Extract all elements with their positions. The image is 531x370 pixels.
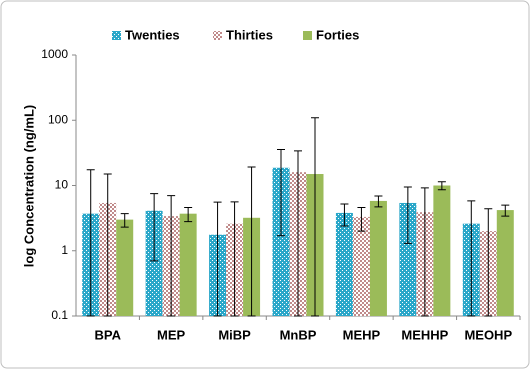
error-bar [420,187,429,317]
y-tick-label: 100 [48,112,68,126]
legend-label: Thirties [226,27,273,42]
error-bar [437,181,446,191]
error-bar [311,117,319,317]
error-bar [247,166,256,317]
y-tick-label: 0.1 [51,308,68,322]
bar [335,212,353,316]
legend-swatch [112,31,121,40]
x-tick-label: MnBP [280,327,317,342]
error-bar [103,173,112,317]
bar [352,216,370,316]
error-bar [484,208,493,317]
bar [399,202,417,316]
bar [179,213,197,316]
error-bar [213,201,222,317]
error-bar [230,201,239,317]
error-bar [467,200,476,317]
x-tick-label: BPA [94,327,121,342]
legend-label: Twenties [125,27,180,42]
y-tick-label: 1 [61,243,68,257]
legend-swatch [213,31,222,40]
bar [433,185,451,316]
error-bar [150,193,159,262]
x-tick-label: MEOHP [464,327,512,342]
y-tick-label: 1000 [41,47,68,61]
error-bar [184,207,193,223]
x-tick-label: MEP [157,327,186,342]
error-bar [403,186,412,244]
bar [116,219,134,316]
x-tick-label: MEHHP [401,327,448,342]
error-bar [294,150,302,317]
error-bar [277,148,285,237]
y-axis-label: log Concentration (ng/mL) [21,105,36,267]
error-bar [120,213,129,228]
bar [369,200,387,316]
x-tick-label: MEHP [343,327,381,342]
error-bar [374,195,383,208]
error-bar [340,203,349,227]
error-bar [86,169,95,317]
x-tick-label: MiBP [218,327,251,342]
bar [496,210,514,316]
error-bar [167,195,176,317]
bar [145,210,163,316]
error-bar [357,207,366,232]
y-tick-label: 10 [55,178,69,192]
legend-label: Forties [316,27,359,42]
error-bar [501,204,510,217]
legend-swatch [303,31,312,40]
bar [272,167,290,316]
